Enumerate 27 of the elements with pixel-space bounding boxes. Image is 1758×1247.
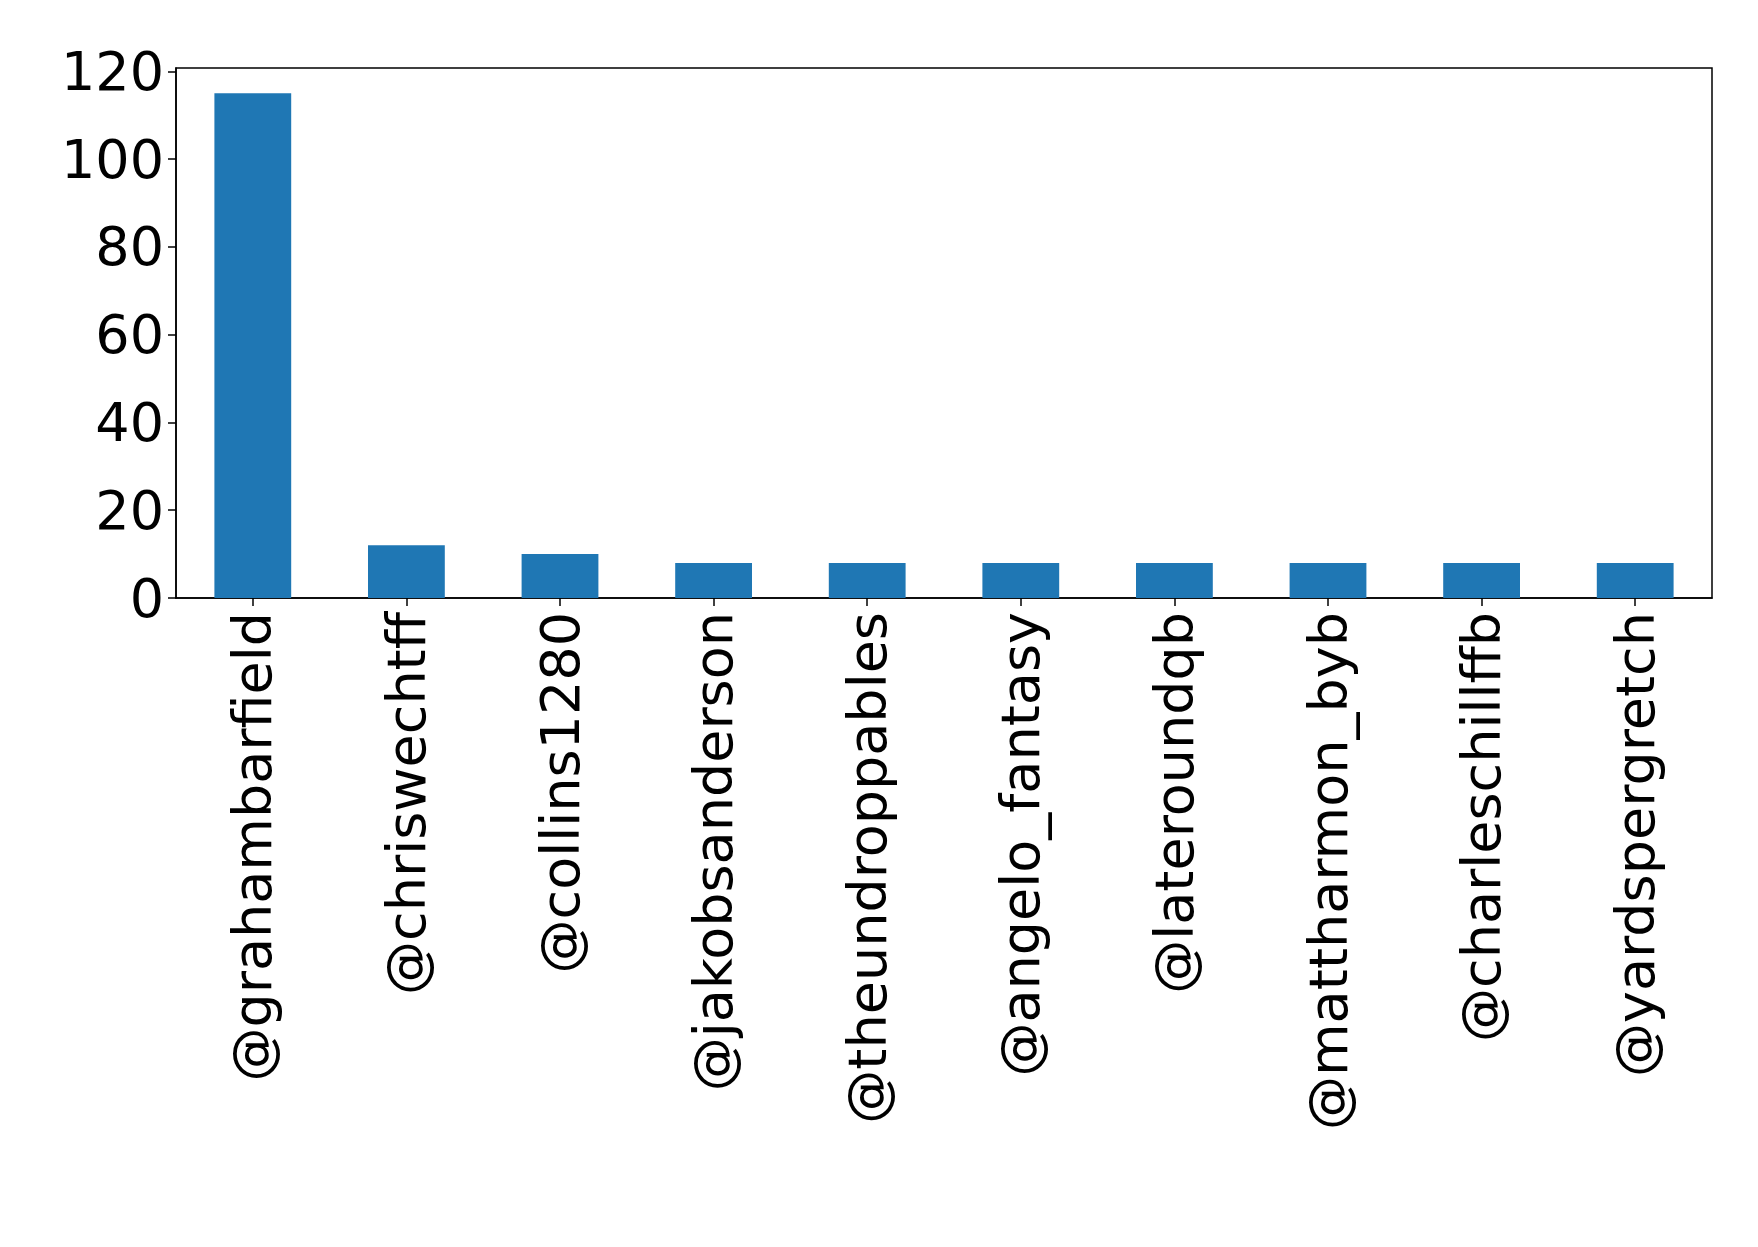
x-tick-label: @charleschillffb bbox=[1450, 612, 1514, 1042]
y-tick-label: 100 bbox=[60, 127, 164, 191]
bar bbox=[1289, 562, 1367, 598]
x-tick-label: @yardspergretch bbox=[1603, 612, 1667, 1078]
x-tick-label: @mattharmon_byb bbox=[1296, 612, 1360, 1130]
bar bbox=[675, 562, 752, 598]
y-tick-label: 0 bbox=[129, 566, 164, 630]
x-tick-label: @collins1280 bbox=[528, 612, 592, 974]
y-tick-label: 60 bbox=[95, 303, 164, 367]
x-tick-label: @lateroundqb bbox=[1142, 612, 1206, 994]
x-tick-label: @theundroppables bbox=[835, 612, 899, 1124]
x-tick-label: @grahambarfield bbox=[221, 612, 285, 1082]
x-tick-label: @angelo_fantasy bbox=[989, 612, 1053, 1077]
y-tick-label: 80 bbox=[95, 215, 164, 279]
bar bbox=[1596, 562, 1674, 598]
x-tick-label: @chriswechtff bbox=[374, 610, 438, 995]
bar bbox=[1136, 562, 1213, 598]
y-tick-label: 20 bbox=[95, 478, 164, 542]
bar bbox=[982, 562, 1060, 598]
bar bbox=[214, 93, 292, 598]
y-tick-label: 40 bbox=[95, 390, 164, 454]
x-tick-label: @jakobsanderson bbox=[682, 612, 746, 1092]
bar bbox=[828, 562, 906, 598]
bar bbox=[521, 554, 599, 598]
y-tick-label: 120 bbox=[60, 39, 164, 103]
bar bbox=[1443, 562, 1520, 598]
bar bbox=[368, 545, 445, 598]
